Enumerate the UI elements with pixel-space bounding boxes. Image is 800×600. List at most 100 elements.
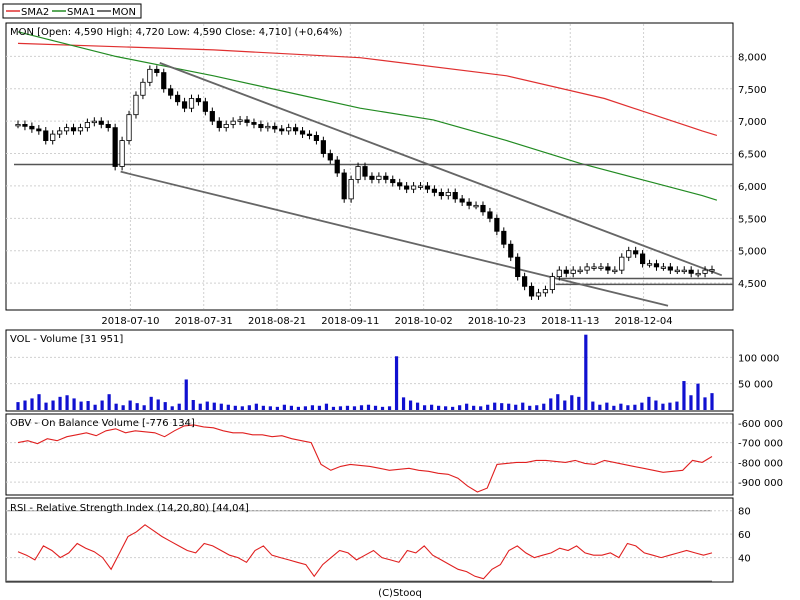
candle-body	[376, 175, 382, 180]
candle-body	[195, 98, 202, 103]
rsi-plot: 40 60 80	[6, 507, 751, 582]
candle-body	[306, 133, 313, 137]
x-tick-label: 2018-08-21	[248, 316, 306, 327]
candle-body	[50, 133, 56, 141]
volume-bar	[16, 402, 20, 410]
candle-body	[445, 192, 451, 197]
volume-bar	[394, 356, 399, 410]
volume-bar	[135, 403, 139, 410]
candle-body	[695, 272, 701, 276]
volume-bar	[458, 405, 462, 410]
candle-body	[515, 256, 521, 278]
volume-bar	[184, 379, 188, 410]
y-tick-label: 8,000	[738, 52, 767, 63]
volume-bar	[612, 405, 616, 410]
volume-bar	[226, 404, 230, 410]
x-tick-label: 2018-07-10	[101, 316, 159, 327]
volume-bar	[296, 406, 301, 410]
volume-bar	[703, 397, 707, 410]
candle-body	[612, 269, 618, 273]
candle-body	[619, 256, 625, 271]
volume-bar	[128, 400, 132, 410]
volume-bar	[345, 405, 350, 410]
candle-body	[216, 120, 222, 129]
rsi-panel	[5, 497, 734, 583]
y-tick-label: 5,000	[738, 247, 767, 258]
rsi-y-tick-label: 60	[738, 530, 751, 541]
obv-y-tick-label: -800 000	[738, 458, 783, 469]
volume-panel	[5, 329, 734, 412]
candle-body	[237, 119, 243, 122]
volume-bar	[72, 398, 76, 410]
volume-bar	[177, 403, 181, 410]
candle-body	[438, 192, 444, 197]
candle-body	[188, 98, 195, 109]
volume-bar	[465, 403, 469, 410]
candle-body	[626, 250, 632, 258]
candle-body	[584, 266, 590, 271]
volume-bar	[654, 400, 658, 410]
volume-bar	[535, 405, 539, 410]
candle-body	[209, 111, 215, 122]
volume-bar	[51, 400, 55, 410]
candle-body	[369, 175, 375, 180]
volume-bar	[486, 404, 490, 410]
candle-body	[549, 276, 555, 290]
candle-body	[424, 185, 431, 190]
volume-bar	[268, 406, 272, 410]
volume-bar	[30, 398, 34, 410]
volume-bar	[598, 404, 602, 410]
volume-bar	[233, 405, 237, 410]
volume-bar	[359, 405, 364, 410]
rsi-line	[17, 524, 713, 580]
candle-body	[202, 101, 208, 112]
candle-body	[272, 125, 278, 130]
candle-body	[57, 130, 63, 135]
candle-body	[473, 204, 479, 208]
volume-bar	[205, 401, 209, 410]
volume-bar	[500, 403, 504, 410]
candle-body	[147, 68, 153, 83]
candle-body	[646, 263, 653, 266]
volume-bar	[444, 406, 448, 410]
volume-bar	[338, 406, 343, 410]
volume-bar	[58, 396, 62, 410]
x-tick-label: 2018-12-04	[615, 316, 673, 327]
candle-body	[542, 289, 549, 294]
y-tick-label: 4,500	[738, 279, 767, 290]
sma1-line	[17, 31, 718, 201]
candle-body	[251, 122, 257, 125]
channel-lower-line	[120, 170, 669, 307]
volume-bar	[282, 404, 286, 410]
candle-body	[181, 101, 188, 109]
volume-bar	[689, 395, 693, 410]
candle-body	[404, 185, 410, 190]
volume-bar	[219, 403, 223, 410]
volume-plot: 50 000 100 000	[6, 334, 779, 410]
candle-body	[112, 127, 118, 167]
candle-body	[563, 269, 569, 274]
y-tick-label: 7,500	[738, 85, 767, 96]
rsi-y-tick-label: 80	[738, 507, 751, 518]
volume-bar	[37, 394, 41, 410]
candle-body	[709, 269, 715, 272]
volume-bar	[79, 401, 83, 410]
volume-bar	[366, 404, 371, 410]
legend-label-sma1: SMA1	[67, 7, 95, 18]
volume-bar	[310, 405, 315, 410]
volume-title: VOL - Volume [31 951]	[10, 334, 123, 345]
volume-bar	[289, 405, 293, 410]
volume-bar	[142, 405, 146, 410]
candle-body	[528, 285, 535, 297]
volume-bar	[710, 393, 714, 410]
candle-body	[292, 127, 299, 132]
volume-bar	[429, 404, 434, 410]
candle-body	[653, 263, 660, 268]
candle-body	[70, 127, 77, 132]
volume-bar	[198, 403, 202, 410]
y-tick-label: 7,000	[738, 117, 767, 128]
volume-bar	[107, 394, 111, 410]
candle-body	[688, 269, 694, 274]
volume-bar	[507, 403, 511, 410]
